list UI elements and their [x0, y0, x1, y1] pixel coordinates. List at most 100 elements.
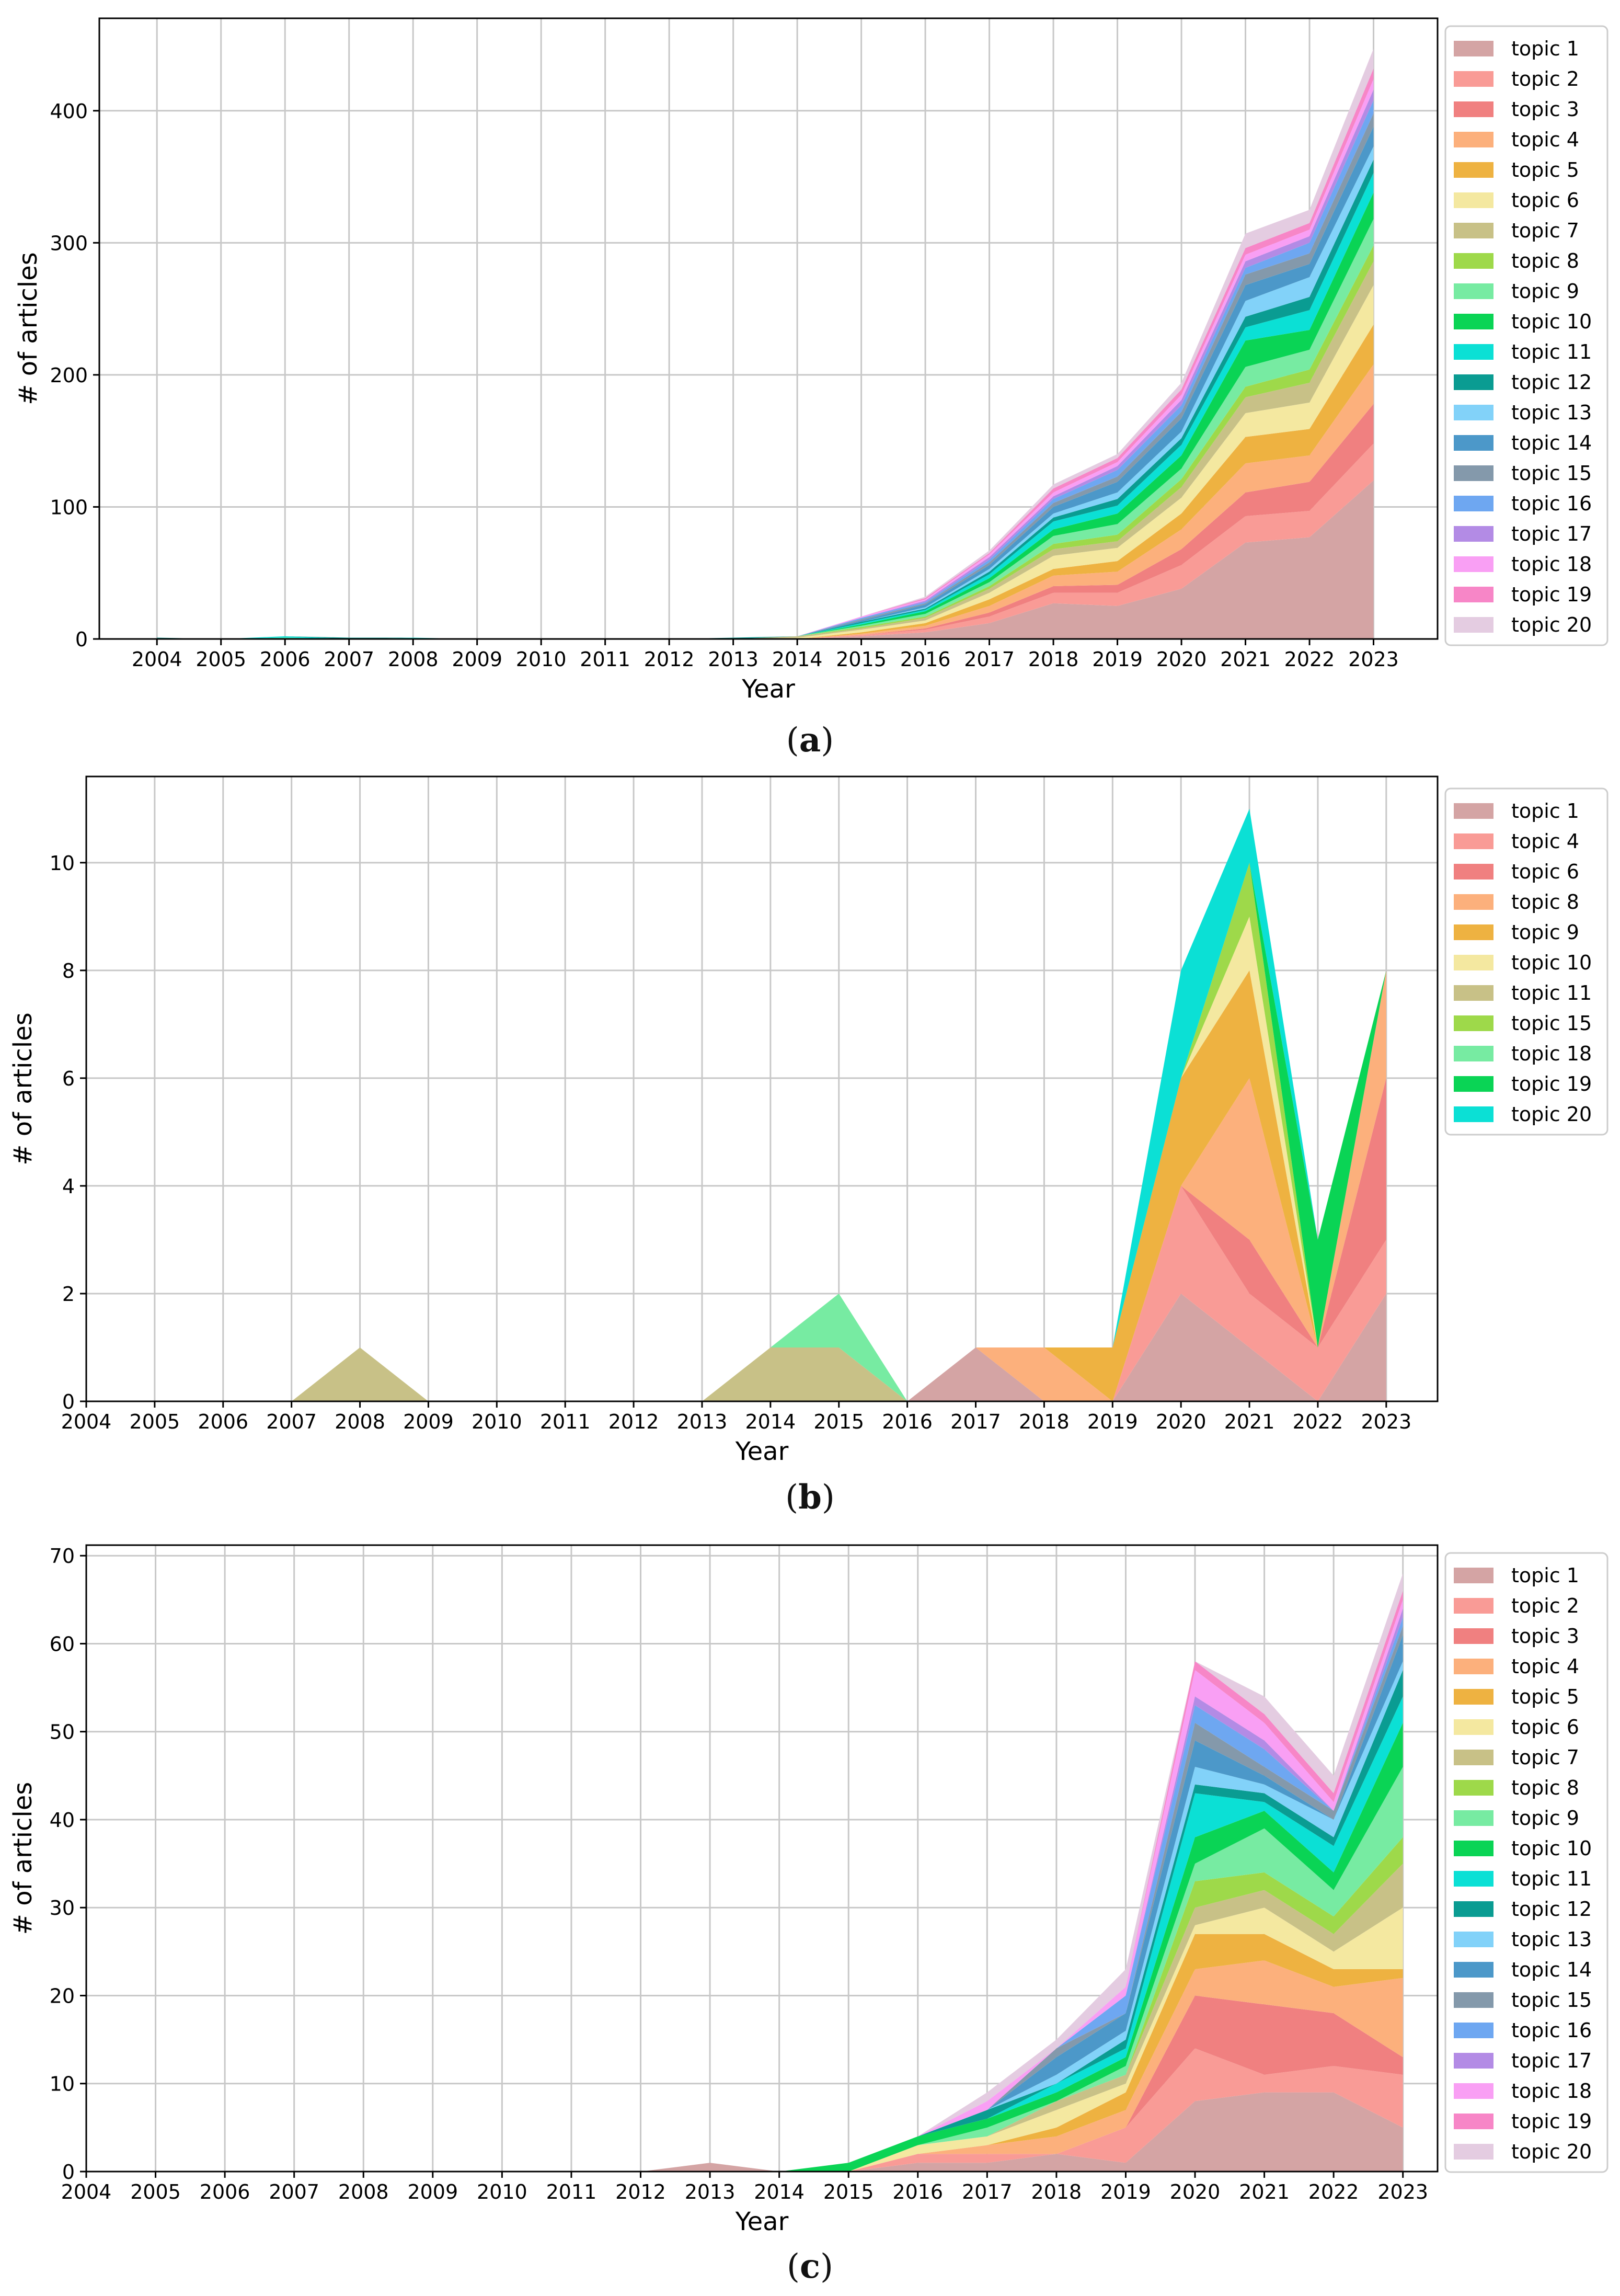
- legend-label: topic 15: [1511, 1012, 1592, 1035]
- x-tick-label: 2006: [260, 648, 311, 671]
- y-axis-title: # of articles: [14, 252, 43, 405]
- area-series-topic-10: [157, 192, 1374, 639]
- y-tick-label: 60: [50, 1632, 75, 1655]
- area-series-topic-11: [157, 173, 1374, 639]
- x-tick-label: 2017: [964, 648, 1015, 671]
- x-tick-label: 2006: [198, 1410, 248, 1433]
- legend-label: topic 16: [1511, 492, 1592, 515]
- area-series-topic-6: [86, 1907, 1403, 2172]
- legend-label: topic 8: [1511, 1776, 1579, 1799]
- x-tick-label: 2012: [615, 2180, 666, 2203]
- legend-label: topic 2: [1511, 1594, 1579, 1617]
- legend-label: topic 12: [1511, 1898, 1592, 1921]
- x-tick-label: 2018: [1031, 2180, 1082, 2203]
- legend-swatch: [1454, 1628, 1493, 1644]
- legend-label: topic 4: [1511, 830, 1579, 853]
- legend-box: [1444, 25, 1608, 646]
- x-tick-label: 2021: [1239, 2180, 1290, 2203]
- legend-swatch: [1454, 2023, 1493, 2038]
- x-tick-label: 2011: [580, 648, 630, 671]
- y-tick-label: 10: [50, 2073, 75, 2096]
- legend-swatch: [1454, 41, 1493, 56]
- legend-label: topic 3: [1511, 1625, 1579, 1648]
- x-tick-label: 2022: [1308, 2180, 1359, 2203]
- legend-label: topic 14: [1511, 1958, 1592, 1981]
- area-series-topic-9: [157, 219, 1374, 639]
- legend-label: topic 20: [1511, 2140, 1592, 2163]
- legend-label: topic 5: [1511, 1685, 1579, 1708]
- legend-swatch: [1454, 1598, 1493, 1614]
- y-tick-label: 6: [62, 1067, 75, 1090]
- y-tick-label: 400: [50, 100, 88, 123]
- legend-swatch: [1454, 344, 1493, 360]
- legend-swatch: [1454, 283, 1493, 299]
- area-series-topic-3: [86, 1995, 1403, 2172]
- x-tick-label: 2021: [1224, 1410, 1275, 1433]
- x-tick-label: 2005: [196, 648, 246, 671]
- legend-swatch: [1454, 71, 1493, 87]
- x-tick-label: 2008: [388, 648, 439, 671]
- legend-swatch: [1454, 253, 1493, 269]
- legend-swatch: [1454, 617, 1493, 633]
- x-tick-label: 2023: [1377, 2180, 1428, 2203]
- legend-swatch: [1454, 955, 1493, 970]
- legend-label: topic 4: [1511, 1655, 1579, 1678]
- x-tick-label: 2019: [1092, 648, 1143, 671]
- panel-c: 2004 2005 2006 2007 2008 2009 2010 2011 2012 2013…: [0, 1527, 1620, 2296]
- legend-label: topic 20: [1511, 613, 1592, 636]
- legend-swatch: [1454, 1076, 1493, 1092]
- x-axis-title: Year: [735, 1437, 789, 1466]
- x-tick-label: 2007: [269, 2180, 319, 2203]
- area-series-topic-1: [157, 480, 1374, 639]
- panel-b: 2004 2005 2006 2007 2008 2009 2010 2011 2012 2013…: [0, 763, 1620, 1527]
- legend-swatch: [1454, 1719, 1493, 1735]
- x-axis-title: Year: [741, 675, 795, 704]
- legend-swatch: [1454, 833, 1493, 849]
- x-tick-label: 2017: [962, 2180, 1013, 2203]
- y-tick-label: 20: [50, 1984, 75, 2007]
- x-tick-label: 2018: [1028, 648, 1079, 671]
- y-tick-label: 0: [62, 1390, 75, 1413]
- caption-c: (c): [787, 2247, 833, 2286]
- legend-swatch: [1454, 223, 1493, 238]
- legend-label: topic 16: [1511, 2019, 1592, 2042]
- legend-label: topic 8: [1511, 249, 1579, 272]
- area-series-topic-1: [86, 1294, 1386, 1401]
- x-tick-label: 2016: [892, 2180, 943, 2203]
- legend-label: topic 3: [1511, 98, 1579, 121]
- legend-swatch: [1454, 132, 1493, 147]
- legend-swatch: [1454, 1992, 1493, 2008]
- legend-label: topic 1: [1511, 37, 1579, 60]
- legend-swatch: [1454, 2144, 1493, 2160]
- legend-label: topic 11: [1511, 981, 1592, 1004]
- y-tick-label: 100: [50, 496, 88, 519]
- legend-swatch: [1454, 587, 1493, 602]
- x-tick-label: 2023: [1348, 648, 1399, 671]
- legend-swatch: [1454, 1568, 1493, 1583]
- x-tick-label: 2016: [900, 648, 951, 671]
- legend-label: topic 20: [1511, 1103, 1592, 1126]
- y-tick-label: 0: [62, 2161, 75, 2184]
- legend-swatch: [1454, 985, 1493, 1001]
- legend-swatch: [1454, 894, 1493, 910]
- legend-label: topic 6: [1511, 860, 1579, 883]
- x-tick-label: 2023: [1361, 1410, 1411, 1433]
- area-series-topic-5: [86, 1934, 1403, 2172]
- x-tick-label: 2020: [1156, 1410, 1207, 1433]
- legend-label: topic 13: [1511, 401, 1592, 424]
- y-tick-label: 8: [62, 959, 75, 983]
- plot-frame: [85, 775, 1439, 1402]
- legend-swatch: [1454, 162, 1493, 178]
- legend-label: topic 9: [1511, 1807, 1579, 1830]
- area-series-topic-4: [86, 1960, 1403, 2172]
- x-tick-label: 2013: [685, 2180, 736, 2203]
- y-tick-label: 70: [50, 1545, 75, 1568]
- chart-b: 2004 2005 2006 2007 2008 2009 2010 2011 2012 2013…: [8, 775, 1608, 1466]
- x-tick-label: 2010: [472, 1410, 522, 1433]
- x-tick-label: 2022: [1284, 648, 1335, 671]
- legend-label: topic 14: [1511, 431, 1592, 454]
- legend-swatch: [1454, 435, 1493, 451]
- x-tick-label: 2009: [407, 2180, 458, 2203]
- x-tick-label: 2005: [130, 2180, 181, 2203]
- legend-label: topic 10: [1511, 310, 1592, 333]
